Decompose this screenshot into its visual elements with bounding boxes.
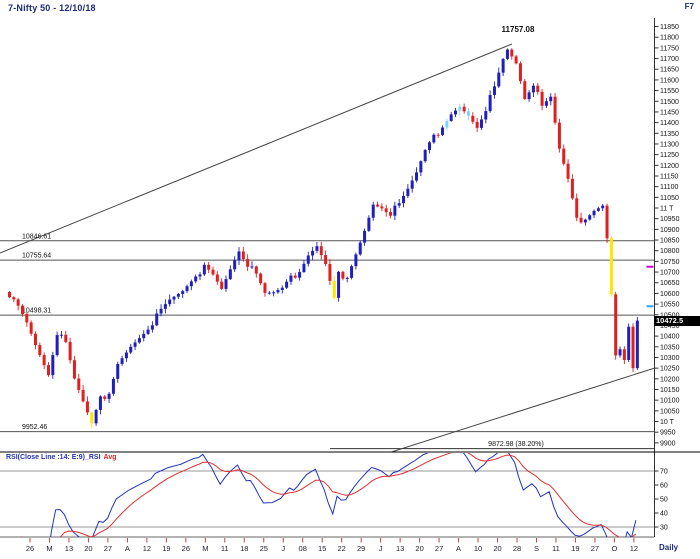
price-tick-label: 11350 (660, 131, 679, 138)
rsi-line (50, 453, 637, 537)
price-tick-label: 10800 (660, 248, 680, 255)
price-tick-label: 11600 (660, 77, 679, 84)
price-tick-label: 11150 (660, 173, 679, 180)
price-tick-label: 11 T (660, 206, 674, 213)
price-tick-label: 10150 (660, 387, 680, 394)
time-tick-label: 12 (630, 544, 638, 553)
price-tick-label: 10850 (660, 238, 680, 245)
level-label: 10846.61 (22, 233, 51, 240)
time-tick-label: J (281, 544, 285, 553)
price-tick-label: 10450 (660, 323, 680, 330)
periodicity-label[interactable]: Daily (659, 543, 679, 552)
price-tick-label: 11500 (660, 99, 679, 106)
price-tick-label: 10050 (660, 408, 680, 415)
rsi-tick-label: 70 (660, 469, 668, 476)
price-tick-label: 11650 (660, 67, 679, 74)
price-tick-label: 10600 (660, 291, 680, 298)
function-key-indicator: F7 (684, 2, 694, 11)
level-label: 10755.64 (22, 253, 51, 260)
time-tick-label: 19 (571, 544, 579, 553)
time-tick-label: 10 (474, 544, 482, 553)
price-tick-label: 10350 (660, 344, 680, 351)
price-tick-label: 10550 (660, 302, 680, 309)
candles-layer (8, 48, 639, 428)
price-tick-label: 11100 (660, 184, 679, 191)
price-tick-label: 11250 (660, 152, 679, 159)
rsi-avg-line (20, 453, 637, 537)
time-tick-label: J (379, 544, 383, 553)
time-tick-label: 27 (104, 544, 112, 553)
rsi-tick-label: 30 (660, 525, 668, 532)
rsi-tick-label: 60 (660, 483, 668, 490)
price-tick-label: 10200 (660, 376, 680, 383)
time-tick-label: 20 (493, 544, 501, 553)
time-tick-label: 12 (143, 544, 151, 553)
price-tick-label: 10250 (660, 366, 680, 373)
price-tick-label: 10900 (660, 227, 680, 234)
price-tick-label: 11800 (660, 35, 679, 42)
time-tick-label: M (46, 544, 52, 553)
price-tick-label: 11200 (660, 163, 679, 170)
rsi-indicator-label[interactable]: RSI(Close Line :14: E:9)_RSI Avg (6, 454, 117, 461)
rsi-label-text: RSI(Close Line :14: E:9)_RSI (6, 454, 101, 461)
time-tick-label: S (534, 544, 539, 553)
price-tick-label: 11700 (660, 56, 679, 63)
rsi-tick-label: 50 (660, 497, 668, 504)
time-tick-label: 13 (396, 544, 404, 553)
price-tick-label: 11550 (660, 88, 679, 95)
price-axis[interactable]: 11850 11800 11750 11700 11650 11600 11550 11500… (646, 18, 680, 537)
price-tick-label: 11450 (660, 109, 679, 116)
last-price-badge: 10472.5 (654, 315, 700, 326)
time-tick-label: O (611, 544, 617, 553)
level-label: 9952.46 (22, 424, 47, 431)
price-tick-label: 10300 (660, 355, 680, 362)
level-label: 10498.31 (22, 308, 51, 315)
price-tick-label: 11750 (660, 45, 679, 52)
time-tick-label: 27 (435, 544, 443, 553)
price-tick-label: 10100 (660, 398, 680, 405)
price-tick-label: 10400 (660, 334, 680, 341)
rsi-tick-label: 40 (660, 511, 668, 518)
price-tick-label: 11850 (660, 24, 679, 31)
time-tick-label: 20 (84, 544, 92, 553)
peak-price-annotation: 11757.08 (501, 25, 535, 34)
price-tick-label: 11050 (660, 195, 679, 202)
rsi-avg-label-text: Avg (103, 454, 117, 461)
time-tick-label: 22 (338, 544, 346, 553)
rsi-panel: 70 60 50 40 30 (0, 453, 668, 537)
time-tick-label: M (202, 544, 208, 553)
price-tick-label: 11300 (660, 141, 679, 148)
time-tick-label: 20 (415, 544, 423, 553)
time-tick-label: 11 (552, 544, 560, 553)
price-tick-label: 11400 (660, 120, 679, 127)
time-tick-label: 11 (221, 544, 229, 553)
fibonacci-label: 9872.98 (38.20%) (488, 441, 544, 448)
time-tick-label: 19 (162, 544, 170, 553)
trendlines-layer (0, 43, 654, 452)
price-tick-label: 10650 (660, 280, 680, 287)
price-tick-label: 10950 (660, 216, 680, 223)
time-tick-label: 13 (65, 544, 73, 553)
price-tick-label: 10 T (660, 419, 675, 426)
time-tick-label: 26 (26, 544, 34, 553)
chart-title: 7-Nifty 50 - 12/10/18 (8, 3, 96, 13)
price-tick-label: 10750 (660, 259, 680, 266)
time-tick-label: 29 (357, 544, 365, 553)
time-tick-label: A (125, 544, 130, 553)
price-tick-label: 10700 (660, 270, 680, 277)
time-tick-label: 18 (240, 544, 248, 553)
time-tick-label: A (456, 544, 461, 553)
time-tick-label: 15 (318, 544, 326, 553)
time-tick-label: 27 (591, 544, 599, 553)
time-tick-label: 26 (182, 544, 190, 553)
time-tick-label: 08 (299, 544, 307, 553)
support-resistance-layer: 10846.61 10755.64 10498.31 9952.46 9872.98 (… (0, 233, 654, 450)
time-tick-label: 25 (260, 544, 268, 553)
time-tick-label: 28 (513, 544, 521, 553)
price-tick-label: 9900 (660, 440, 676, 447)
price-tick-label: 9950 (660, 430, 676, 437)
time-axis[interactable]: 26 M 13 20 27 A 12 19 26 M 11 18 25 J 08 15 22 29 J 13 20 27 A… (26, 538, 638, 553)
